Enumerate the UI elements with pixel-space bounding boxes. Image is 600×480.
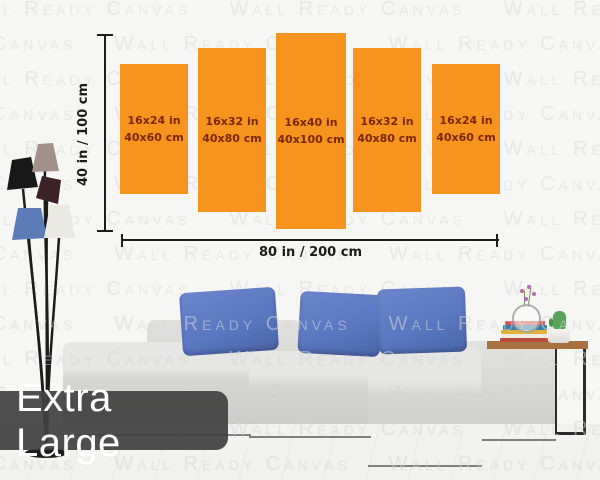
panel-size-cm: 40x80 cm bbox=[357, 132, 417, 145]
lamp-shade-cream bbox=[44, 205, 75, 238]
glass-vase bbox=[512, 304, 541, 333]
lamp-shade-maroon bbox=[36, 176, 61, 204]
sofa-shadow bbox=[249, 436, 371, 438]
table-top bbox=[487, 341, 588, 349]
panel-size-cm: 40x60 cm bbox=[436, 131, 496, 144]
canvas-panel-2: 16x32 in 40x80 cm bbox=[198, 48, 266, 212]
flower bbox=[520, 289, 524, 293]
width-dimension-line bbox=[122, 239, 499, 241]
dimension-end-cap bbox=[97, 34, 113, 36]
dimension-end-cap bbox=[121, 234, 123, 247]
sofa-shadow bbox=[482, 439, 556, 441]
canvas-panel-3: 16x40 in 40x100 cm bbox=[276, 33, 346, 229]
size-category-badge: Extra Large bbox=[0, 376, 228, 465]
table-foot bbox=[555, 432, 586, 435]
table-leg bbox=[555, 349, 557, 433]
flower bbox=[532, 292, 536, 296]
size-category-label: Extra Large bbox=[16, 375, 121, 465]
pillow-left bbox=[178, 286, 280, 357]
flower bbox=[527, 285, 531, 289]
lamp-shade-blue bbox=[12, 208, 47, 240]
flower bbox=[524, 297, 528, 301]
book bbox=[502, 334, 547, 338]
cactus-arm bbox=[549, 318, 555, 327]
lamp-base bbox=[25, 448, 67, 458]
height-dimension-line bbox=[104, 35, 106, 232]
canvas-size-diagram: 16x24 in 40x60 cm 16x32 in 40x80 cm 16x4… bbox=[76, 33, 500, 260]
sofa-seat-middle bbox=[249, 351, 370, 437]
panel-size-inches: 16x40 in bbox=[284, 115, 338, 129]
panel-size-inches: 16x32 in bbox=[205, 114, 259, 128]
panel-size-cm: 40x80 cm bbox=[202, 132, 262, 145]
pillow-right bbox=[376, 286, 468, 355]
width-dimension-label: 80 in / 200 cm bbox=[258, 245, 363, 260]
canvas-panel-1: 16x24 in 40x60 cm bbox=[120, 64, 188, 194]
pillow-middle bbox=[297, 290, 383, 358]
panel-size-inches: 16x24 in bbox=[439, 113, 493, 127]
sofa-shadow bbox=[368, 465, 482, 467]
panel-size-cm: 40x100 cm bbox=[277, 133, 345, 146]
table-leg bbox=[583, 349, 586, 434]
book bbox=[500, 338, 548, 342]
lamp-shade-black bbox=[7, 157, 38, 190]
plant-pot bbox=[548, 329, 570, 343]
dimension-end-cap bbox=[496, 234, 498, 247]
canvas-panel-4: 16x32 in 40x80 cm bbox=[353, 48, 421, 212]
dimension-end-cap bbox=[97, 230, 113, 232]
height-dimension-label: 40 in / 100 cm bbox=[76, 82, 91, 186]
canvas-panel-5: 16x24 in 40x60 cm bbox=[432, 64, 500, 194]
panel-size-cm: 40x60 cm bbox=[124, 131, 184, 144]
panel-size-inches: 16x24 in bbox=[127, 113, 181, 127]
lamp-shade-mauve bbox=[32, 143, 59, 172]
panel-size-inches: 16x32 in bbox=[360, 114, 414, 128]
cactus bbox=[553, 311, 566, 331]
